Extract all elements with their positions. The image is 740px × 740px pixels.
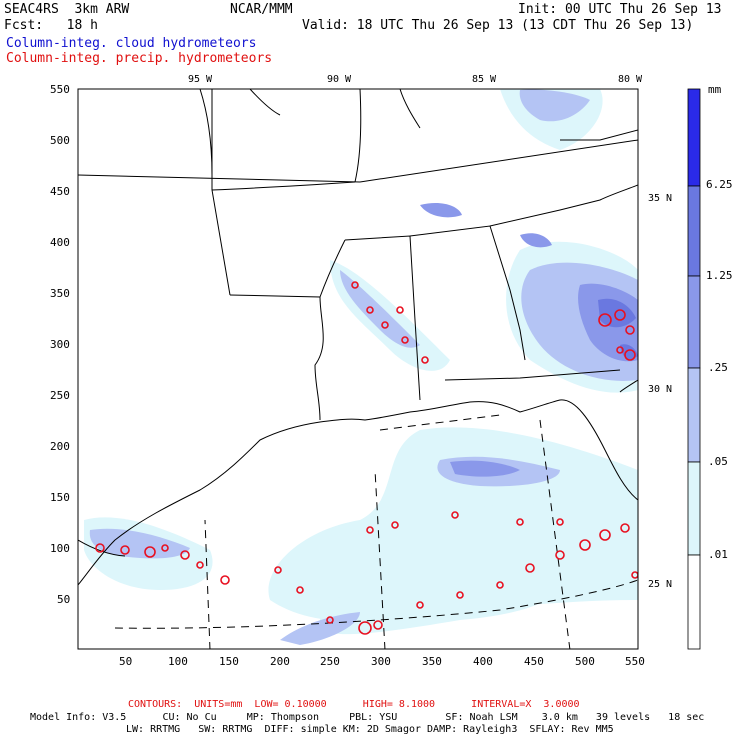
cloud-shading	[84, 89, 638, 645]
colorbar-label-.25: .25	[708, 361, 728, 374]
x-tick-400: 400	[473, 655, 493, 668]
y-tick-450: 450	[50, 185, 70, 198]
colorbar	[687, 88, 701, 650]
latlon-grid	[114, 414, 638, 649]
precip-field-label: Column-integ. precip. hydrometeors	[6, 51, 273, 66]
model-info-line2: LW: RRTMG SW: RRTMG DIFF: simple KM: 2D …	[126, 724, 614, 735]
x-tick-150: 150	[219, 655, 239, 668]
colorbar-label-6.25: 6.25	[706, 178, 733, 191]
x-tick-300: 300	[371, 655, 391, 668]
y-tick-350: 350	[50, 287, 70, 300]
y-tick-200: 200	[50, 440, 70, 453]
lon-label-95w: 95 W	[188, 74, 213, 85]
contours-info: CONTOURS: UNITS=mm LOW= 0.10000 HIGH= 8.…	[128, 699, 580, 710]
precip-contours	[95, 281, 638, 635]
center-label: NCAR/MMM	[230, 2, 293, 17]
lon-label-80w: 80 W	[618, 74, 643, 85]
colorbar-label-1.25: 1.25	[706, 269, 733, 282]
y-tick-150: 150	[50, 491, 70, 504]
y-tick-250: 250	[50, 389, 70, 402]
x-tick-350: 350	[422, 655, 442, 668]
x-tick-250: 250	[320, 655, 340, 668]
y-tick-100: 100	[50, 542, 70, 555]
lat-label-25n: 25 N	[648, 579, 673, 590]
x-tick-450: 450	[524, 655, 544, 668]
colorbar-label-.05: .05	[708, 455, 728, 468]
x-tick-50: 50	[119, 655, 133, 668]
lon-label-85w: 85 W	[472, 74, 497, 85]
lon-label-90w: 90 W	[327, 74, 352, 85]
y-tick-300: 300	[50, 338, 70, 351]
cloud-field-label: Column-integ. cloud hydrometeors	[6, 36, 257, 51]
lat-label-35n: 35 N	[648, 193, 673, 204]
fcst-label: Fcst: 18 h	[4, 18, 98, 33]
project-label: SEAC4RS 3km ARW	[4, 2, 130, 17]
x-tick-200: 200	[270, 655, 290, 668]
model-info-line1: Model Info: V3.5 CU: No Cu MP: Thompson …	[30, 712, 705, 723]
colorbar-unit: mm	[708, 83, 722, 96]
y-tick-50: 50	[57, 593, 71, 606]
y-tick-550: 550	[50, 83, 70, 96]
x-tick-550: 550	[625, 655, 645, 668]
y-tick-500: 500	[50, 134, 70, 147]
valid-label: Valid: 18 UTC Thu 26 Sep 13 (13 CDT Thu …	[302, 18, 694, 33]
x-tick-500: 500	[575, 655, 595, 668]
y-tick-400: 400	[50, 236, 70, 249]
lat-label-30n: 30 N	[648, 384, 673, 395]
init-label: Init: 00 UTC Thu 26 Sep 13	[518, 2, 722, 17]
plot-frame	[77, 88, 639, 650]
x-tick-100: 100	[168, 655, 188, 668]
colorbar-label-.01: .01	[708, 548, 728, 561]
